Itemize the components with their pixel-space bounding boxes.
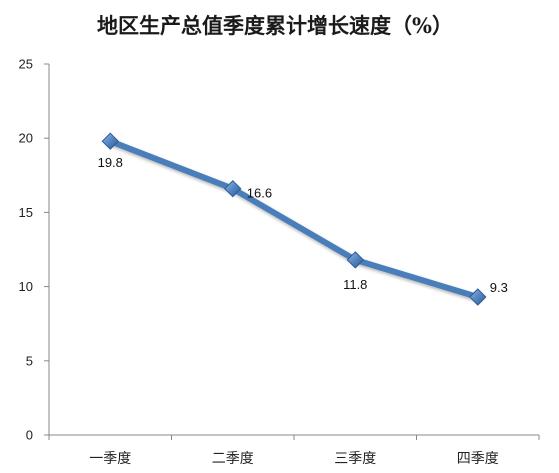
series-line	[107, 138, 481, 300]
y-tick-label: 20	[19, 131, 33, 146]
x-category-label: 一季度	[89, 451, 131, 467]
series-group	[107, 138, 481, 300]
data-label: 19.8	[98, 155, 123, 170]
y-tick-label: 5	[26, 353, 33, 368]
y-ticks: 0 5 10 15 20 25	[19, 57, 49, 443]
diamond-marker	[346, 251, 365, 269]
x-category-label: 四季度	[457, 451, 499, 467]
y-tick-label: 0	[26, 428, 33, 443]
diamond-marker	[224, 179, 242, 198]
x-category-label: 三季度	[334, 451, 376, 467]
y-tick-label: 25	[19, 57, 33, 72]
data-label: 9.3	[490, 280, 508, 295]
data-label: 11.8	[343, 277, 367, 292]
y-tick-label: 15	[19, 205, 33, 220]
y-tick-label: 10	[19, 279, 33, 294]
diamond-marker	[101, 132, 120, 150]
diamond-marker	[469, 288, 487, 306]
x-category-label: 二季度	[212, 451, 254, 467]
data-label: 16.6	[247, 186, 272, 201]
data-labels: 19.8 16.6 11.8 9.3	[98, 155, 508, 295]
markers	[101, 132, 487, 306]
chart-title: 地区生产总值季度累计增长速度（%）	[97, 13, 453, 38]
axes	[48, 64, 539, 436]
x-labels: 一季度 二季度 三季度 四季度	[48, 435, 540, 467]
